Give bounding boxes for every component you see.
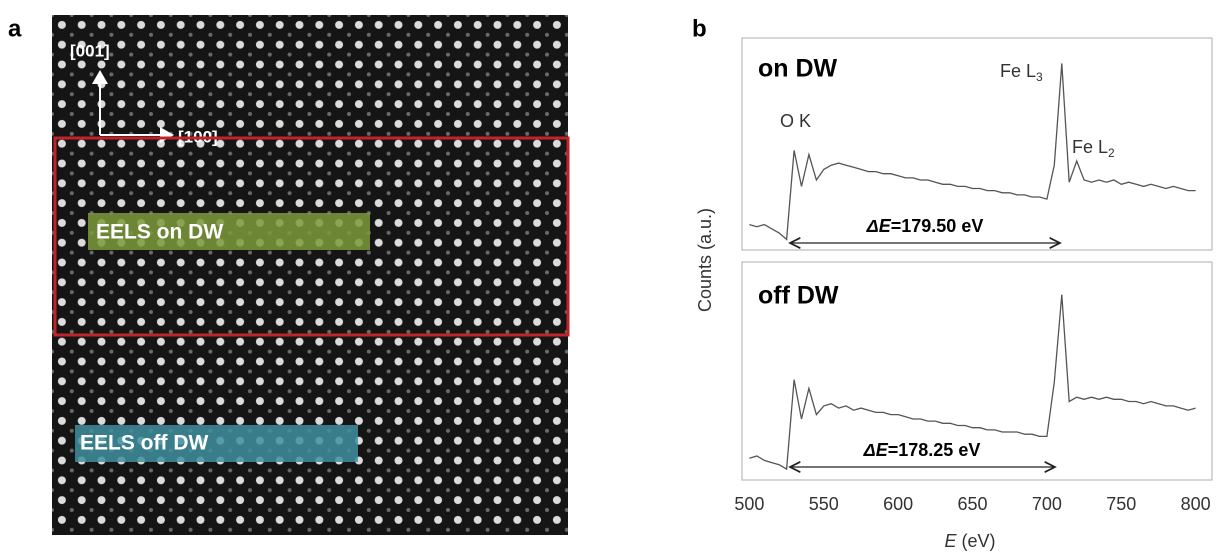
spectrum-title: on DW (758, 55, 838, 83)
edge-label: Fe L2 (1072, 137, 1115, 160)
delta-label: ΔE=178.25 eV (863, 440, 981, 460)
delta-symbol: ΔE (866, 216, 892, 236)
spectrum-line (749, 294, 1196, 471)
plot-frame (741, 37, 1213, 251)
plot-frame (741, 261, 1213, 481)
x-tick-label: 800 (1181, 494, 1211, 514)
x-tick-label: 700 (1032, 494, 1062, 514)
edge-label: O K (780, 111, 811, 131)
panel-label: a (8, 15, 22, 42)
region-label: EELS on DW (96, 221, 223, 244)
region-box (88, 213, 370, 250)
x-tick-label: 550 (809, 494, 839, 514)
region-box (75, 425, 358, 462)
x-tick-label: 650 (958, 494, 988, 514)
spectrum-title: off DW (758, 282, 839, 310)
y-axis-label: Counts (a.u.) (695, 208, 715, 312)
x-axis-label: E (eV) (944, 531, 995, 551)
x-axis-unit: (eV) (962, 531, 996, 551)
panel-label: b (692, 15, 707, 42)
x-tick-label: 750 (1106, 494, 1136, 514)
edge-label: Fe L3 (1000, 61, 1043, 84)
delta-symbol: ΔE (863, 440, 889, 460)
spectrum-line (749, 63, 1196, 241)
edge-text: Fe L (1000, 61, 1036, 81)
axis-label: [001] (70, 41, 110, 60)
delta-value: =178.25 eV (888, 440, 981, 460)
edge-text: Fe L (1072, 137, 1108, 157)
edge-subscript: 2 (1108, 146, 1115, 160)
region-label: EELS off DW (80, 432, 208, 455)
domain-wall-box (53, 136, 570, 337)
delta-value: =179.50 eV (891, 216, 984, 236)
edge-subscript: 3 (1036, 70, 1043, 84)
delta-label: ΔE=179.50 eV (866, 216, 984, 236)
x-axis-symbol: E (944, 531, 957, 551)
x-tick-label: 600 (883, 494, 913, 514)
x-tick-label: 500 (734, 494, 764, 514)
